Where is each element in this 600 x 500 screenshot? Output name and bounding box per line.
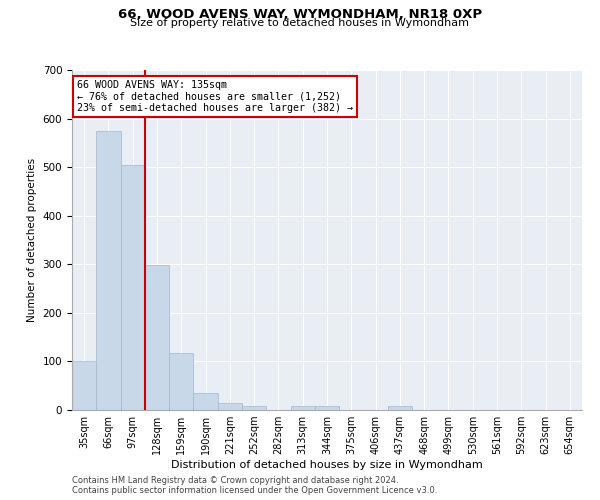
X-axis label: Distribution of detached houses by size in Wymondham: Distribution of detached houses by size … — [171, 460, 483, 470]
Text: Size of property relative to detached houses in Wymondham: Size of property relative to detached ho… — [131, 18, 470, 28]
Bar — [315, 406, 339, 410]
Bar — [218, 402, 242, 410]
Bar — [193, 393, 218, 410]
Bar — [388, 406, 412, 410]
Bar — [169, 352, 193, 410]
Y-axis label: Number of detached properties: Number of detached properties — [27, 158, 37, 322]
Bar — [72, 362, 96, 410]
Bar — [96, 130, 121, 410]
Text: Contains HM Land Registry data © Crown copyright and database right 2024.
Contai: Contains HM Land Registry data © Crown c… — [72, 476, 437, 495]
Bar — [290, 406, 315, 410]
Text: 66, WOOD AVENS WAY, WYMONDHAM, NR18 0XP: 66, WOOD AVENS WAY, WYMONDHAM, NR18 0XP — [118, 8, 482, 20]
Bar — [242, 406, 266, 410]
Bar — [145, 266, 169, 410]
Bar — [121, 164, 145, 410]
Text: 66 WOOD AVENS WAY: 135sqm
← 76% of detached houses are smaller (1,252)
23% of se: 66 WOOD AVENS WAY: 135sqm ← 76% of detac… — [77, 80, 353, 114]
